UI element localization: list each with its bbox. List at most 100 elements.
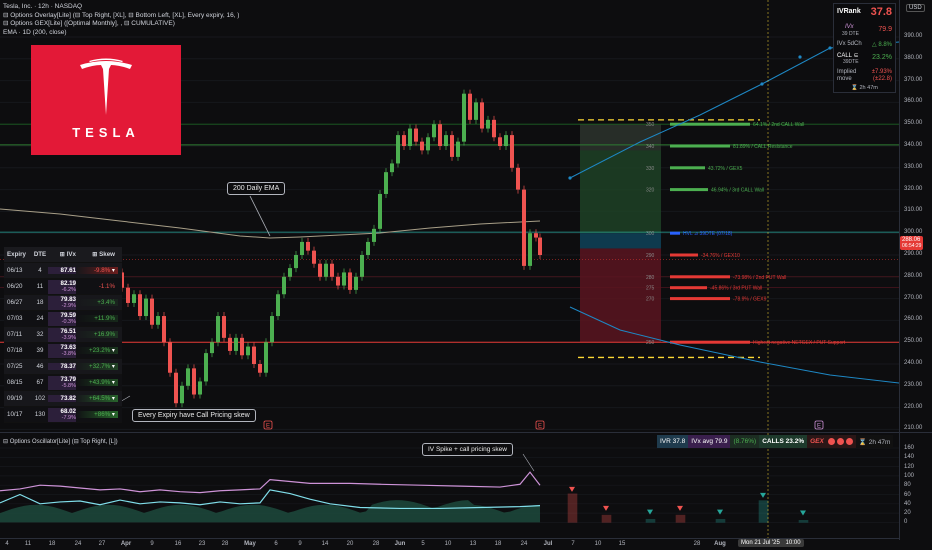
time-tick: 28 — [372, 541, 380, 547]
expiry-cell: 07/18 — [7, 347, 23, 354]
candle-body — [534, 233, 538, 238]
indicator-ema[interactable]: EMA · 1D (200, close) — [3, 28, 67, 36]
expiry-row[interactable]: 07/18 39 73.63 -3.8% +23.2% ▾ — [4, 343, 122, 359]
osc-projection-bar — [758, 500, 769, 523]
gex-bar — [670, 231, 680, 235]
gex-level-label: -78.9% / GEX9 — [733, 297, 767, 303]
expiry-table: Expiry DTE ⊞ IVx ⊞ Skew 06/13 4 87.61 -9.8%… — [4, 247, 122, 423]
every-expiry-annotation[interactable]: Every Expiry have Call Pricing skew — [132, 409, 256, 422]
dte-cell: 67 — [36, 379, 44, 386]
oscillator-chart[interactable] — [0, 433, 899, 538]
expiry-row[interactable]: 07/11 32 76.51 -3.9% +16.9% — [4, 327, 122, 343]
gex-bar — [670, 297, 730, 301]
ivx-change: -3.8% — [61, 350, 76, 357]
price-tick: 390.00 — [904, 33, 923, 39]
candle-body — [270, 316, 274, 343]
expiry-row[interactable]: 10/17 130 68.02 -7.9% +86% ▾ — [4, 407, 122, 423]
osc-tick: 60 — [904, 491, 911, 498]
candle-body — [372, 228, 376, 242]
osc-arrow-icon — [800, 510, 806, 516]
currency-label[interactable]: USD — [906, 4, 925, 12]
gex-dot-icon — [836, 438, 844, 445]
last-price-countdown: 06:54:29 — [902, 243, 922, 249]
time-tick: 10 — [444, 541, 452, 547]
time-tick: 24 — [520, 541, 528, 547]
candle-body — [504, 135, 508, 146]
oscillator-legend[interactable]: ⊟ Options Oscillator[Lite] (⊟ Top Right,… — [3, 439, 118, 445]
gex-bar — [670, 166, 705, 170]
expiry-cell: 06/27 — [7, 299, 23, 306]
gex-strike-label: 280 — [646, 275, 655, 281]
ivx-change: -0.3% — [61, 318, 76, 325]
candle-body — [228, 337, 232, 351]
gex-level-label: 43.72% / GEX5 — [708, 166, 743, 172]
skew-cell: +64.5% ▾ — [76, 395, 118, 402]
ivx-cell: 73.63 -3.8% — [48, 343, 76, 358]
candle-body — [210, 342, 214, 354]
candle-body — [522, 189, 526, 266]
price-tick: 380.00 — [904, 54, 923, 61]
tesla-t-icon — [80, 58, 132, 115]
ivx-value: 76.51 — [60, 327, 76, 335]
ema-line — [0, 208, 541, 239]
price-tick: 230.00 — [904, 381, 923, 388]
gex-strike-label: 300 — [646, 231, 655, 237]
call-zone-top — [580, 124, 661, 151]
iv-spike-annotation[interactable]: IV Spike + call pricing skew — [422, 443, 513, 456]
time-tick: 28 — [693, 541, 701, 547]
osc-projection-bar — [675, 514, 686, 523]
time-tick: 18 — [48, 541, 56, 547]
expiry-cell: 07/25 — [7, 363, 23, 370]
candle-body — [354, 276, 358, 290]
ema-annotation[interactable]: 200 Daily EMA — [227, 182, 286, 195]
candle-body — [234, 337, 238, 351]
pane-divider[interactable] — [0, 432, 932, 433]
price-tick: 370.00 — [904, 76, 923, 83]
expiry-row[interactable]: 06/20 11 82.19 -6.2% -1.1% — [4, 279, 122, 295]
dte-cell: 24 — [36, 315, 44, 322]
price-tick: 220.00 — [904, 403, 923, 410]
osc-projection-bar — [645, 518, 656, 523]
candle-body — [192, 368, 196, 395]
expiry-row[interactable]: 06/27 18 79.83 -2.9% +3.4% — [4, 295, 122, 311]
candle-body — [294, 255, 298, 269]
candle-body — [378, 193, 382, 229]
ema-pointer — [249, 195, 271, 237]
thumb-icon: ▾ — [110, 267, 115, 274]
time-tick: Jul — [543, 541, 553, 547]
ivx-change: -6.2% — [61, 286, 76, 293]
indicator-options-gex[interactable]: ⊟ Options GEX[Lite] ([Optimal Monthly], … — [3, 20, 175, 28]
ivx-change: -7.9% — [61, 414, 76, 421]
expiry-row[interactable]: 07/03 24 79.59 -0.3% +11.9% — [4, 311, 122, 327]
candle-body — [288, 268, 292, 277]
expiry-row[interactable]: 08/15 67 73.79 -5.8% +43.9% ▾ — [4, 375, 122, 391]
candle-body — [120, 272, 124, 288]
candle-body — [180, 385, 184, 404]
price-tick: 300.00 — [904, 229, 923, 236]
osc-arrow-icon — [760, 492, 766, 498]
oscillator-axis[interactable]: 160 140 120 100 80 60 40 20 0 — [899, 433, 932, 538]
implied-move-points: (±22.8) — [873, 76, 892, 82]
expiry-row[interactable]: 07/25 46 78.37 +32.7% ▾ — [4, 359, 122, 375]
symbol-title[interactable]: Tesla, Inc. · 12h · NASDAQ — [3, 3, 83, 10]
indicator-options-overlay[interactable]: ⊟ Options Overlay[Lite] (⊟ Top Right, [X… — [3, 11, 240, 19]
skew-value: +16.9% — [93, 331, 115, 338]
time-tick: 7 — [571, 541, 575, 547]
gex-strike-label: 250 — [646, 340, 655, 346]
osc-histogram — [0, 500, 540, 523]
expiry-row[interactable]: 09/19 102 73.82 +64.5% ▾ — [4, 391, 122, 407]
ivx-value: 78.37 — [60, 363, 76, 370]
lower-projection — [569, 306, 899, 384]
candle-body — [468, 93, 472, 120]
osc-ivr: IVR 37.8 — [657, 435, 689, 448]
tesla-logo: TESLA — [31, 45, 181, 155]
candle-body — [450, 135, 454, 157]
expiry-row[interactable]: 06/13 4 87.61 -9.8% ▾ — [4, 263, 122, 279]
gex-strike-label: 275 — [646, 286, 655, 292]
candle-body — [264, 342, 268, 373]
ivx-value: 82.19 — [60, 279, 76, 287]
gex-bar — [670, 275, 730, 279]
thumb-icon: ▾ — [110, 363, 115, 370]
osc-tick: 140 — [904, 454, 915, 461]
call-skew-label: CALL ⊆ — [837, 53, 859, 59]
